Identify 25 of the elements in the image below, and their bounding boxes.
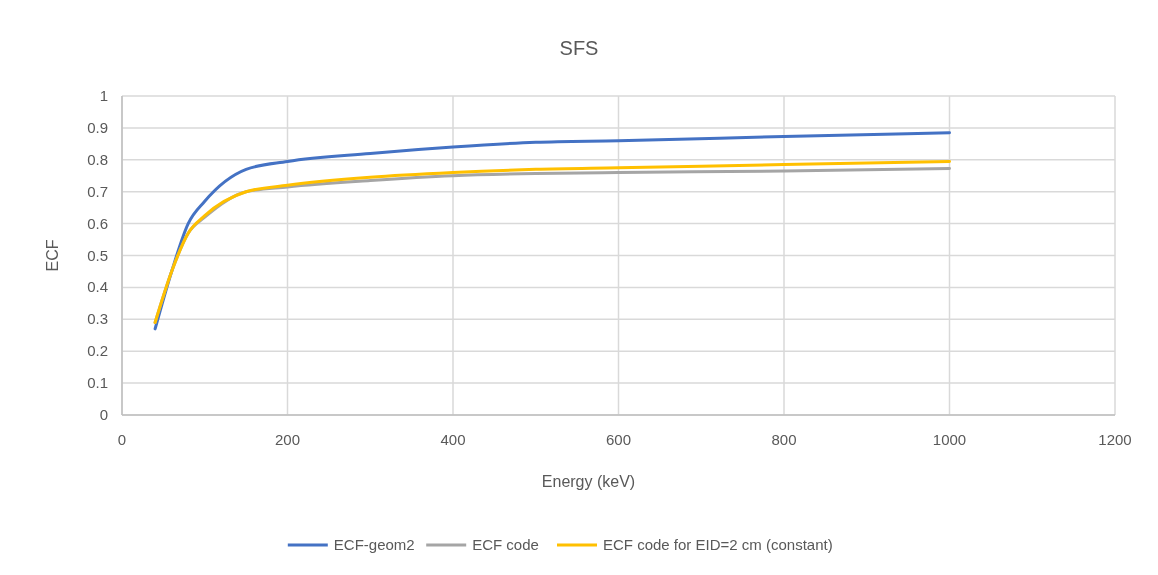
y-tick-label: 0.9	[87, 118, 108, 136]
x-tick-label: 1000	[932, 431, 967, 448]
y-tick-label: 0.5	[87, 246, 108, 264]
x-tick-label: 0	[117, 431, 127, 448]
y-tick-label: 1	[99, 87, 108, 104]
y-tick-label: 0.2	[87, 342, 108, 360]
x-tick-label: 1200	[1098, 431, 1132, 448]
y-tick-label: 0.4	[87, 278, 108, 296]
x-tick-label: 800	[771, 431, 797, 448]
x-axis-title: Energy (keV)	[541, 473, 636, 490]
legend-label: ECF code	[472, 536, 539, 553]
y-tick-label: 0.3	[87, 310, 108, 328]
line-series	[153, 131, 951, 331]
legend-label: ECF code for EID=2 cm (constant)	[603, 536, 833, 553]
y-tick-label: 0.7	[87, 182, 108, 200]
chart-title: SFS	[559, 37, 599, 59]
y-tick-label: 0	[99, 406, 108, 423]
y-tick-label: 0.8	[87, 150, 108, 168]
x-tick-label: 400	[440, 431, 466, 448]
legend-label: ECF-geom2	[333, 536, 415, 553]
y-tick-label: 0.6	[87, 214, 108, 232]
x-tick-label: 600	[605, 431, 632, 448]
y-axis-title: ECF	[44, 239, 61, 272]
x-tick-label: 200	[274, 431, 301, 448]
y-tick-label: 0.1	[87, 374, 108, 392]
